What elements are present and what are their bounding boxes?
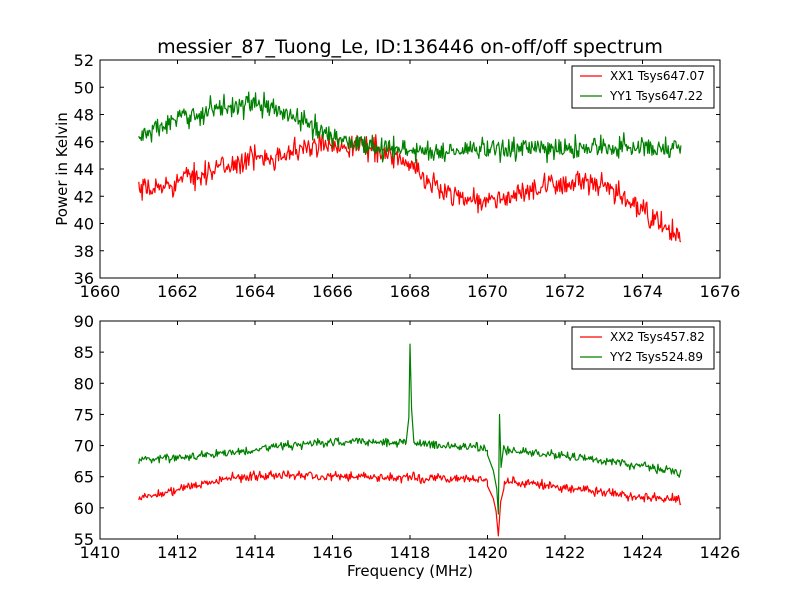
x-tick-label: 1674 — [622, 282, 663, 301]
x-tick-label: 1676 — [700, 282, 741, 301]
x-tick-label: 1422 — [545, 543, 586, 562]
lower-axis-ticks: 1410 1412 1414 1416 1418 1420 1422 1424 1426 55 60… — [74, 312, 741, 562]
upper-legend-box — [571, 65, 715, 109]
y-tick-label: 36 — [74, 269, 94, 288]
upper-axis-ticks: 1660 1662 1664 1666 1668 1670 1672 1674 1676 36 38… — [74, 51, 741, 301]
y-tick-label: 90 — [74, 312, 94, 331]
x-tick-label: 1414 — [235, 543, 276, 562]
y-tick-label: 44 — [74, 160, 94, 179]
series-line-yy1-tsys647-22 — [138, 91, 682, 164]
x-tick-label: 1424 — [622, 543, 663, 562]
x-tick-label: 1666 — [312, 282, 353, 301]
lower-plot-panel: 1410 1412 1414 1416 1418 1420 1422 1424 1426 55 60… — [74, 312, 741, 580]
x-tick-label: 1672 — [545, 282, 586, 301]
y-tick-label: 40 — [74, 215, 94, 234]
x-tick-label: 1660 — [80, 282, 121, 301]
series-line-xx2-tsys457-82 — [138, 470, 682, 537]
y-tick-label: 50 — [74, 78, 94, 97]
legend-label-yy1: YY1 Tsys647.22 — [609, 89, 703, 103]
y-tick-label: 38 — [74, 242, 94, 261]
y-tick-label: 48 — [74, 106, 94, 125]
upper-series-lines — [138, 91, 682, 243]
y-tick-label: 75 — [74, 405, 94, 424]
y-tick-label: 65 — [74, 468, 94, 487]
upper-y-axis-label: Power in Kelvin — [53, 112, 71, 226]
y-tick-label: 42 — [74, 187, 94, 206]
legend-label-xx1: XX1 Tsys647.07 — [610, 69, 705, 83]
lower-series-lines — [138, 343, 682, 537]
lower-x-axis-label: Frequency (MHz) — [347, 562, 473, 580]
x-tick-label: 1426 — [700, 543, 741, 562]
x-tick-label: 1420 — [467, 543, 508, 562]
x-tick-label: 1410 — [80, 543, 121, 562]
legend-label-xx2: XX2 Tsys457.82 — [610, 330, 705, 344]
y-tick-label: 46 — [74, 133, 94, 152]
y-tick-label: 60 — [74, 499, 94, 518]
y-tick-label: 52 — [74, 51, 94, 70]
x-tick-label: 1416 — [312, 543, 353, 562]
upper-legend: XX1 Tsys647.07 YY1 Tsys647.22 — [571, 65, 715, 109]
x-tick-label: 1662 — [157, 282, 198, 301]
x-tick-label: 1668 — [390, 282, 431, 301]
legend-label-yy2: YY2 Tsys524.89 — [609, 350, 703, 364]
y-tick-label: 80 — [74, 374, 94, 393]
x-tick-label: 1670 — [467, 282, 508, 301]
lower-legend-box — [571, 326, 715, 370]
y-tick-label: 55 — [74, 530, 94, 549]
series-line-yy2-tsys524-89 — [138, 343, 682, 515]
y-tick-label: 85 — [74, 343, 94, 362]
series-line-xx1-tsys647-07 — [138, 133, 682, 243]
y-tick-label: 70 — [74, 437, 94, 456]
x-tick-label: 1664 — [235, 282, 276, 301]
x-tick-label: 1412 — [157, 543, 198, 562]
x-tick-label: 1418 — [390, 543, 431, 562]
upper-plot-panel: 1660 1662 1664 1666 1668 1670 1672 1674 1676 36 38… — [53, 51, 740, 301]
lower-legend: XX2 Tsys457.82 YY2 Tsys524.89 — [571, 326, 715, 370]
chart-title: messier_87_Tuong_Le, ID:136446 on-off/of… — [157, 36, 663, 58]
